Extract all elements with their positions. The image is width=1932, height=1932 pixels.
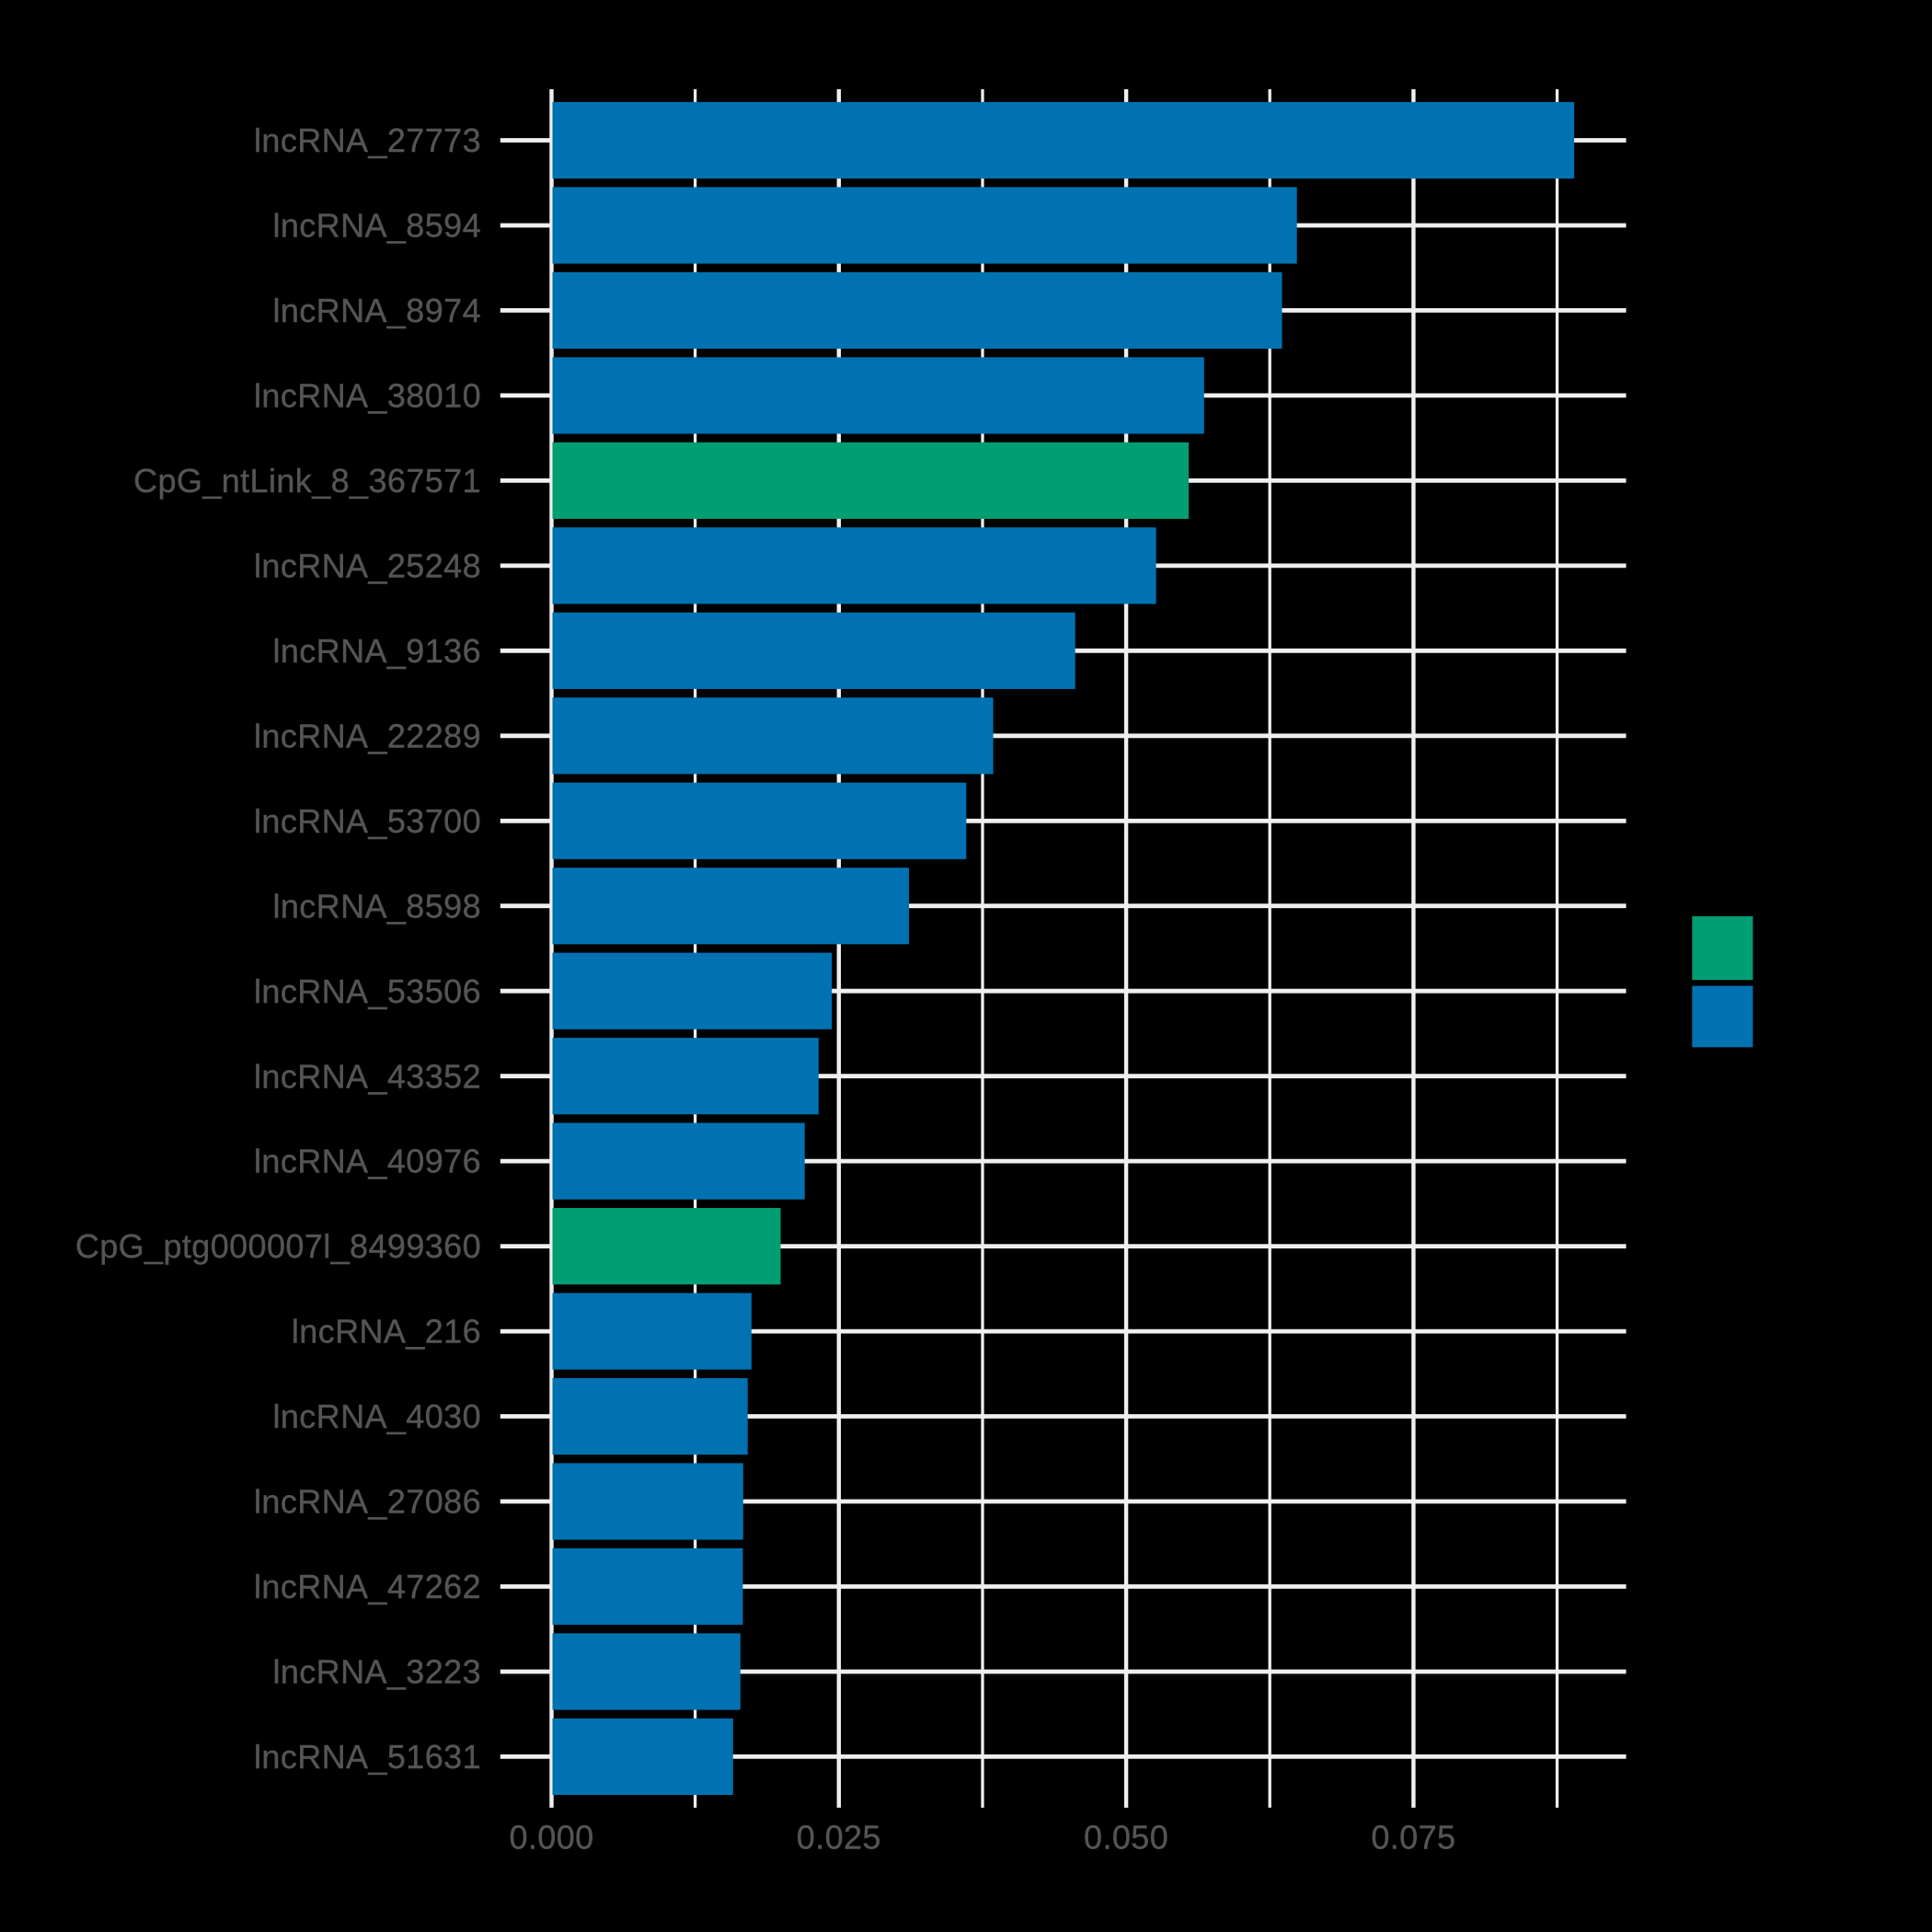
svg-text:lncRNA_40976: lncRNA_40976 <box>254 1143 481 1180</box>
svg-text:0.075: 0.075 <box>1371 1819 1455 1857</box>
svg-text:CpG_ptg000007l_8499360: CpG_ptg000007l_8499360 <box>75 1227 481 1265</box>
svg-text:lncRNA_53506: lncRNA_53506 <box>254 972 481 1010</box>
svg-text:CpG_ntLink_8_367571: CpG_ntLink_8_367571 <box>133 462 481 500</box>
svg-text:lncRNA_8594: lncRNA_8594 <box>272 207 481 245</box>
svg-text:lncRNA_43352: lncRNA_43352 <box>254 1057 481 1095</box>
svg-text:lncRNA_3223: lncRNA_3223 <box>272 1653 481 1691</box>
svg-text:lncRNA_8974: lncRNA_8974 <box>272 292 481 329</box>
svg-text:lncRNA_8598: lncRNA_8598 <box>272 887 481 925</box>
svg-text:lncRNA_53700: lncRNA_53700 <box>254 802 481 840</box>
svg-text:lncRNA_216: lncRNA_216 <box>292 1313 481 1351</box>
svg-text:lncRNA_47262: lncRNA_47262 <box>254 1568 481 1605</box>
svg-text:lncRNA_22289: lncRNA_22289 <box>254 717 481 754</box>
svg-text:lncRNA_38010: lncRNA_38010 <box>254 377 481 415</box>
svg-text:lncRNA_4030: lncRNA_4030 <box>272 1397 481 1435</box>
svg-text:lncRNA_27086: lncRNA_27086 <box>254 1483 481 1521</box>
svg-text:lncRNA_51631: lncRNA_51631 <box>254 1738 481 1776</box>
svg-text:0.025: 0.025 <box>797 1819 881 1857</box>
svg-text:lncRNA_27773: lncRNA_27773 <box>254 121 481 159</box>
svg-text:0.050: 0.050 <box>1084 1819 1168 1857</box>
svg-text:lncRNA_9136: lncRNA_9136 <box>272 632 481 670</box>
svg-text:lncRNA_25248: lncRNA_25248 <box>254 546 481 584</box>
svg-text:0.000: 0.000 <box>509 1819 593 1857</box>
